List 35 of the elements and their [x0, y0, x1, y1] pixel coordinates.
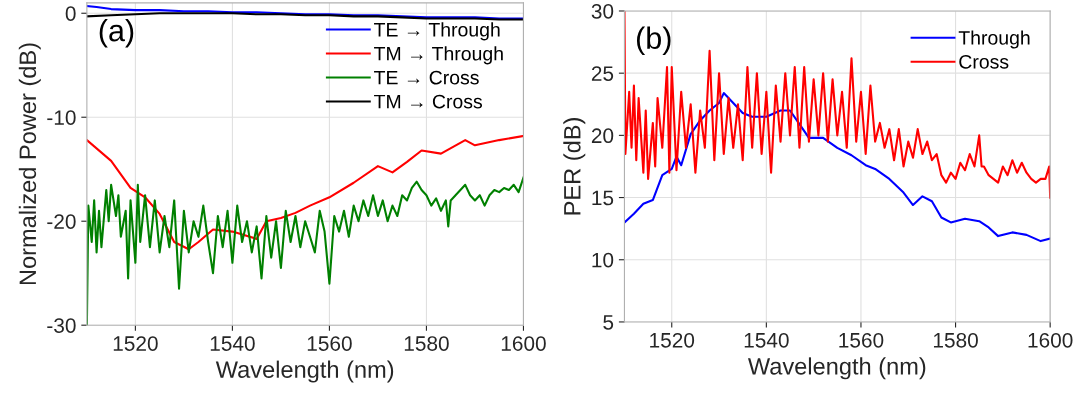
y-tick-label: 10: [592, 252, 614, 268]
x-tick-label: 1600: [501, 336, 546, 351]
legend-label: TM → Cross: [374, 94, 483, 109]
x-tick-label: 1580: [933, 332, 978, 348]
line-series: [86, 12, 524, 21]
y-tick-label: 20: [591, 128, 614, 144]
x-tick-label: 1560: [307, 336, 352, 351]
x-tick-label: 1580: [404, 336, 449, 351]
line-series: [86, 134, 524, 251]
x-axis-title: Wavelength (nm): [215, 360, 394, 383]
x-tick-label: 1540: [744, 332, 789, 348]
y-axis-title: PER (dB): [563, 118, 586, 215]
legend-label: TE → Cross: [374, 70, 479, 85]
y-tick-label: -20: [47, 214, 76, 229]
y-axis-title: Normalized Power (dB): [18, 43, 41, 285]
line-series: [624, 92, 1051, 243]
y-tick-label: 0: [65, 6, 76, 21]
x-tick-label: 1560: [839, 332, 884, 348]
legend-label: TE → Through: [374, 22, 500, 41]
y-tick-label: 5: [603, 315, 614, 330]
x-tick-label: 1600: [1028, 332, 1073, 348]
y-tick-label: -10: [47, 110, 76, 125]
y-tick-label: 30: [591, 3, 614, 19]
legend-label: TM → Through: [374, 46, 503, 65]
x-axis-title: Wavelength (nm): [747, 357, 926, 380]
y-tick-label: -30: [47, 318, 76, 333]
x-tick-label: 1540: [210, 336, 255, 351]
annotation: (a): [99, 18, 134, 48]
legend-label: Cross: [959, 54, 1009, 69]
x-tick-label: 1520: [650, 332, 695, 348]
legend-label: Through: [958, 30, 1030, 49]
annotation: (b): [636, 26, 671, 56]
y-tick-label: 25: [591, 66, 614, 81]
y-tick-label: 15: [592, 190, 614, 206]
x-tick-label: 1520: [113, 336, 158, 351]
